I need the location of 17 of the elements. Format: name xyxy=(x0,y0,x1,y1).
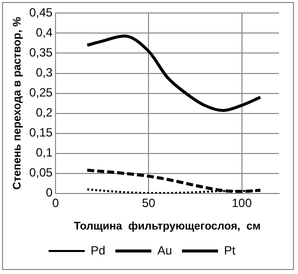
y-tick-label: 0,35 xyxy=(29,46,53,60)
y-tick-label: 0,4 xyxy=(36,26,53,40)
y-axis-title: Степень перехода в раствор, % xyxy=(12,16,24,190)
y-tick-label: 0,05 xyxy=(29,166,53,180)
x-tick-label: 50 xyxy=(142,196,156,210)
legend-label: Pd xyxy=(90,243,106,258)
y-tick-label: 0,15 xyxy=(29,126,53,140)
y-tick-label: 0,2 xyxy=(36,106,53,120)
legend-label: Pt xyxy=(224,243,236,258)
y-tick-label: 0 xyxy=(46,186,53,200)
y-tick-label: 0,45 xyxy=(29,6,53,20)
y-tick-label: 0,1 xyxy=(36,146,53,160)
x-axis-title: Толщина фильтрующегослоя, см xyxy=(74,220,261,232)
y-tick-label: 0,25 xyxy=(29,86,53,100)
legend-label: Au xyxy=(157,243,172,258)
y-tick-label: 0,3 xyxy=(36,66,53,80)
x-tick-label: 100 xyxy=(232,196,252,210)
